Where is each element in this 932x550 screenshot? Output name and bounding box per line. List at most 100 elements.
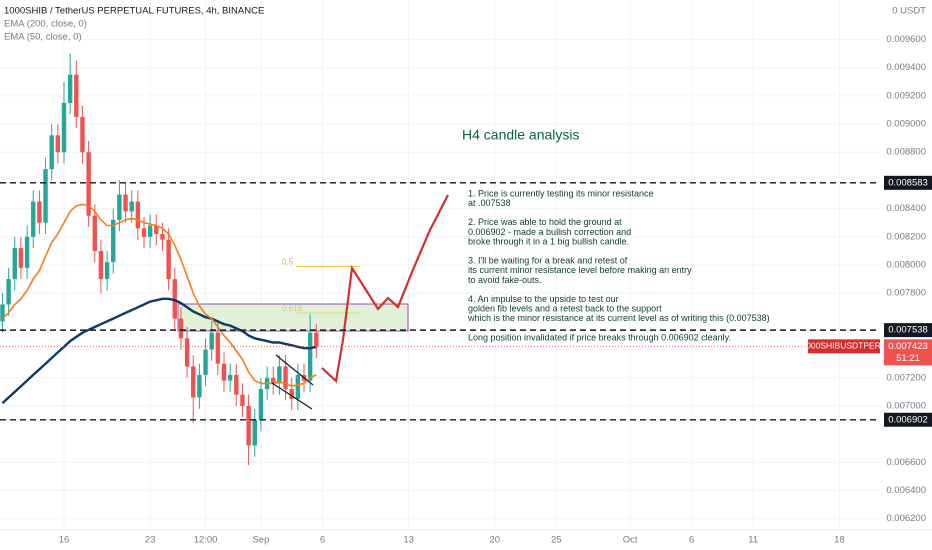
candle-body [12, 248, 17, 280]
candle-body [191, 366, 196, 398]
candle-body [111, 219, 116, 263]
candle-body [86, 152, 91, 216]
candle-body [123, 194, 128, 212]
candle-body [283, 366, 288, 390]
note-line: 1. Price is currently testing its minor … [468, 188, 654, 198]
price-axis [880, 0, 932, 530]
y-tick-label: 0.006200 [886, 513, 926, 524]
x-tick-label: 25 [551, 535, 562, 546]
x-tick-label: Oct [623, 535, 638, 546]
x-tick-label: 23 [145, 535, 156, 546]
candle-body [314, 332, 319, 347]
symbol-title: 1000SHIB / TetherUS PERPETUAL FUTURES, 4… [4, 6, 264, 17]
note-line: which is the minor resistance at its cur… [467, 313, 770, 323]
candle-body [295, 374, 301, 399]
note-line: Long position invalidated if price break… [468, 332, 731, 342]
y-tick-label: 0.009600 [886, 34, 926, 45]
candle-body [18, 248, 24, 268]
candle-body [178, 318, 184, 339]
y-tick-label: 0.009000 [886, 119, 926, 130]
note-line: its current minor resistance level befor… [468, 265, 692, 275]
note-line: to avoid fake-outs. [468, 275, 542, 285]
fib-label: 0.5 [282, 258, 294, 267]
candle-body [0, 304, 5, 322]
candle-body [221, 363, 227, 381]
candle-body [49, 135, 54, 170]
resistance-zone [177, 303, 409, 332]
candle-body [215, 332, 221, 364]
level-label: 0.008583 [888, 177, 928, 188]
level-label: 0.006902 [888, 414, 928, 425]
y-tick-label: 0.006400 [886, 485, 926, 496]
candle-body [289, 389, 294, 399]
projection-path [321, 194, 449, 384]
candle-body [246, 405, 251, 446]
level-badge [884, 175, 932, 190]
level-badge [884, 412, 932, 427]
candle-body [258, 389, 264, 421]
y-tick-label: 0.006600 [886, 457, 926, 468]
candle-body [117, 194, 122, 220]
note-line: broke through it in a 1 big bullish cand… [468, 236, 629, 246]
legend-entry: EMA (200, close, 0) [4, 19, 87, 30]
x-tick-label: 16 [59, 535, 70, 546]
candle-body [209, 332, 214, 350]
candle-body [160, 233, 165, 240]
candle-body [234, 374, 239, 395]
y-tick-label: 0.009200 [886, 90, 926, 101]
candle-body [24, 236, 30, 268]
candle-body [67, 74, 73, 103]
y-tick-label: 0.008800 [886, 147, 926, 158]
note-line: at .007538 [468, 198, 511, 208]
candle-body [166, 239, 171, 280]
candle-body [147, 225, 153, 237]
price-label: 0.007423 [888, 341, 928, 352]
y-tick-label: 0.008400 [886, 203, 926, 214]
candle-body [135, 201, 141, 229]
price-timer: 51:21 [896, 353, 920, 364]
y-tick-label: 0.008200 [886, 231, 926, 242]
y-tick-label: 0.007800 [886, 288, 926, 299]
heading: H4 candle analysis [462, 127, 580, 143]
candle-body [104, 262, 110, 280]
candle-body [74, 74, 79, 117]
currency-label: 0 USDT [892, 6, 926, 17]
x-tick-label: Sep [252, 535, 269, 546]
x-tick-label: 11 [748, 535, 758, 546]
x-tick-label: 6 [320, 535, 325, 546]
price-name: 1000SHIBUSDTPERP [801, 341, 886, 351]
note-line: 4. An impulse to the upside to test our [468, 294, 619, 304]
note-line: 0.006902 - made a bullish correction and [468, 227, 631, 237]
candle-body [61, 102, 67, 153]
x-tick-label: 6 [689, 535, 694, 546]
y-tick-label: 0.007200 [886, 372, 926, 383]
trend-line [275, 354, 314, 386]
note-line: 2. Price was able to hold the ground at [468, 217, 622, 227]
candle-body [92, 215, 97, 251]
x-tick-label: 18 [834, 535, 845, 546]
candle-body [277, 366, 282, 384]
candle-body [43, 169, 48, 223]
candle-body [31, 201, 36, 237]
x-tick-label: 13 [403, 535, 414, 546]
candle-body [80, 116, 85, 153]
candle-body [271, 377, 276, 384]
candle-body [197, 374, 202, 398]
legend-entry: EMA (50, close, 0) [4, 32, 82, 43]
candle-body [227, 374, 233, 381]
candle-body [307, 332, 313, 381]
ema-line [1, 203, 317, 388]
level-badge [884, 323, 932, 338]
price-badge [884, 339, 932, 366]
candle-body [172, 279, 177, 319]
candle-body [141, 228, 147, 237]
note-line: golden fib levels and a retest back to t… [468, 304, 662, 314]
ema-line [1, 297, 317, 404]
note-line: 3. I'll be waiting for a break and retes… [468, 256, 628, 266]
y-tick-label: 0.007000 [886, 400, 926, 411]
y-tick-label: 0.008000 [886, 260, 926, 271]
candle-body [252, 420, 257, 446]
y-tick-label: 0.009400 [886, 62, 926, 73]
candle-body [184, 338, 190, 367]
